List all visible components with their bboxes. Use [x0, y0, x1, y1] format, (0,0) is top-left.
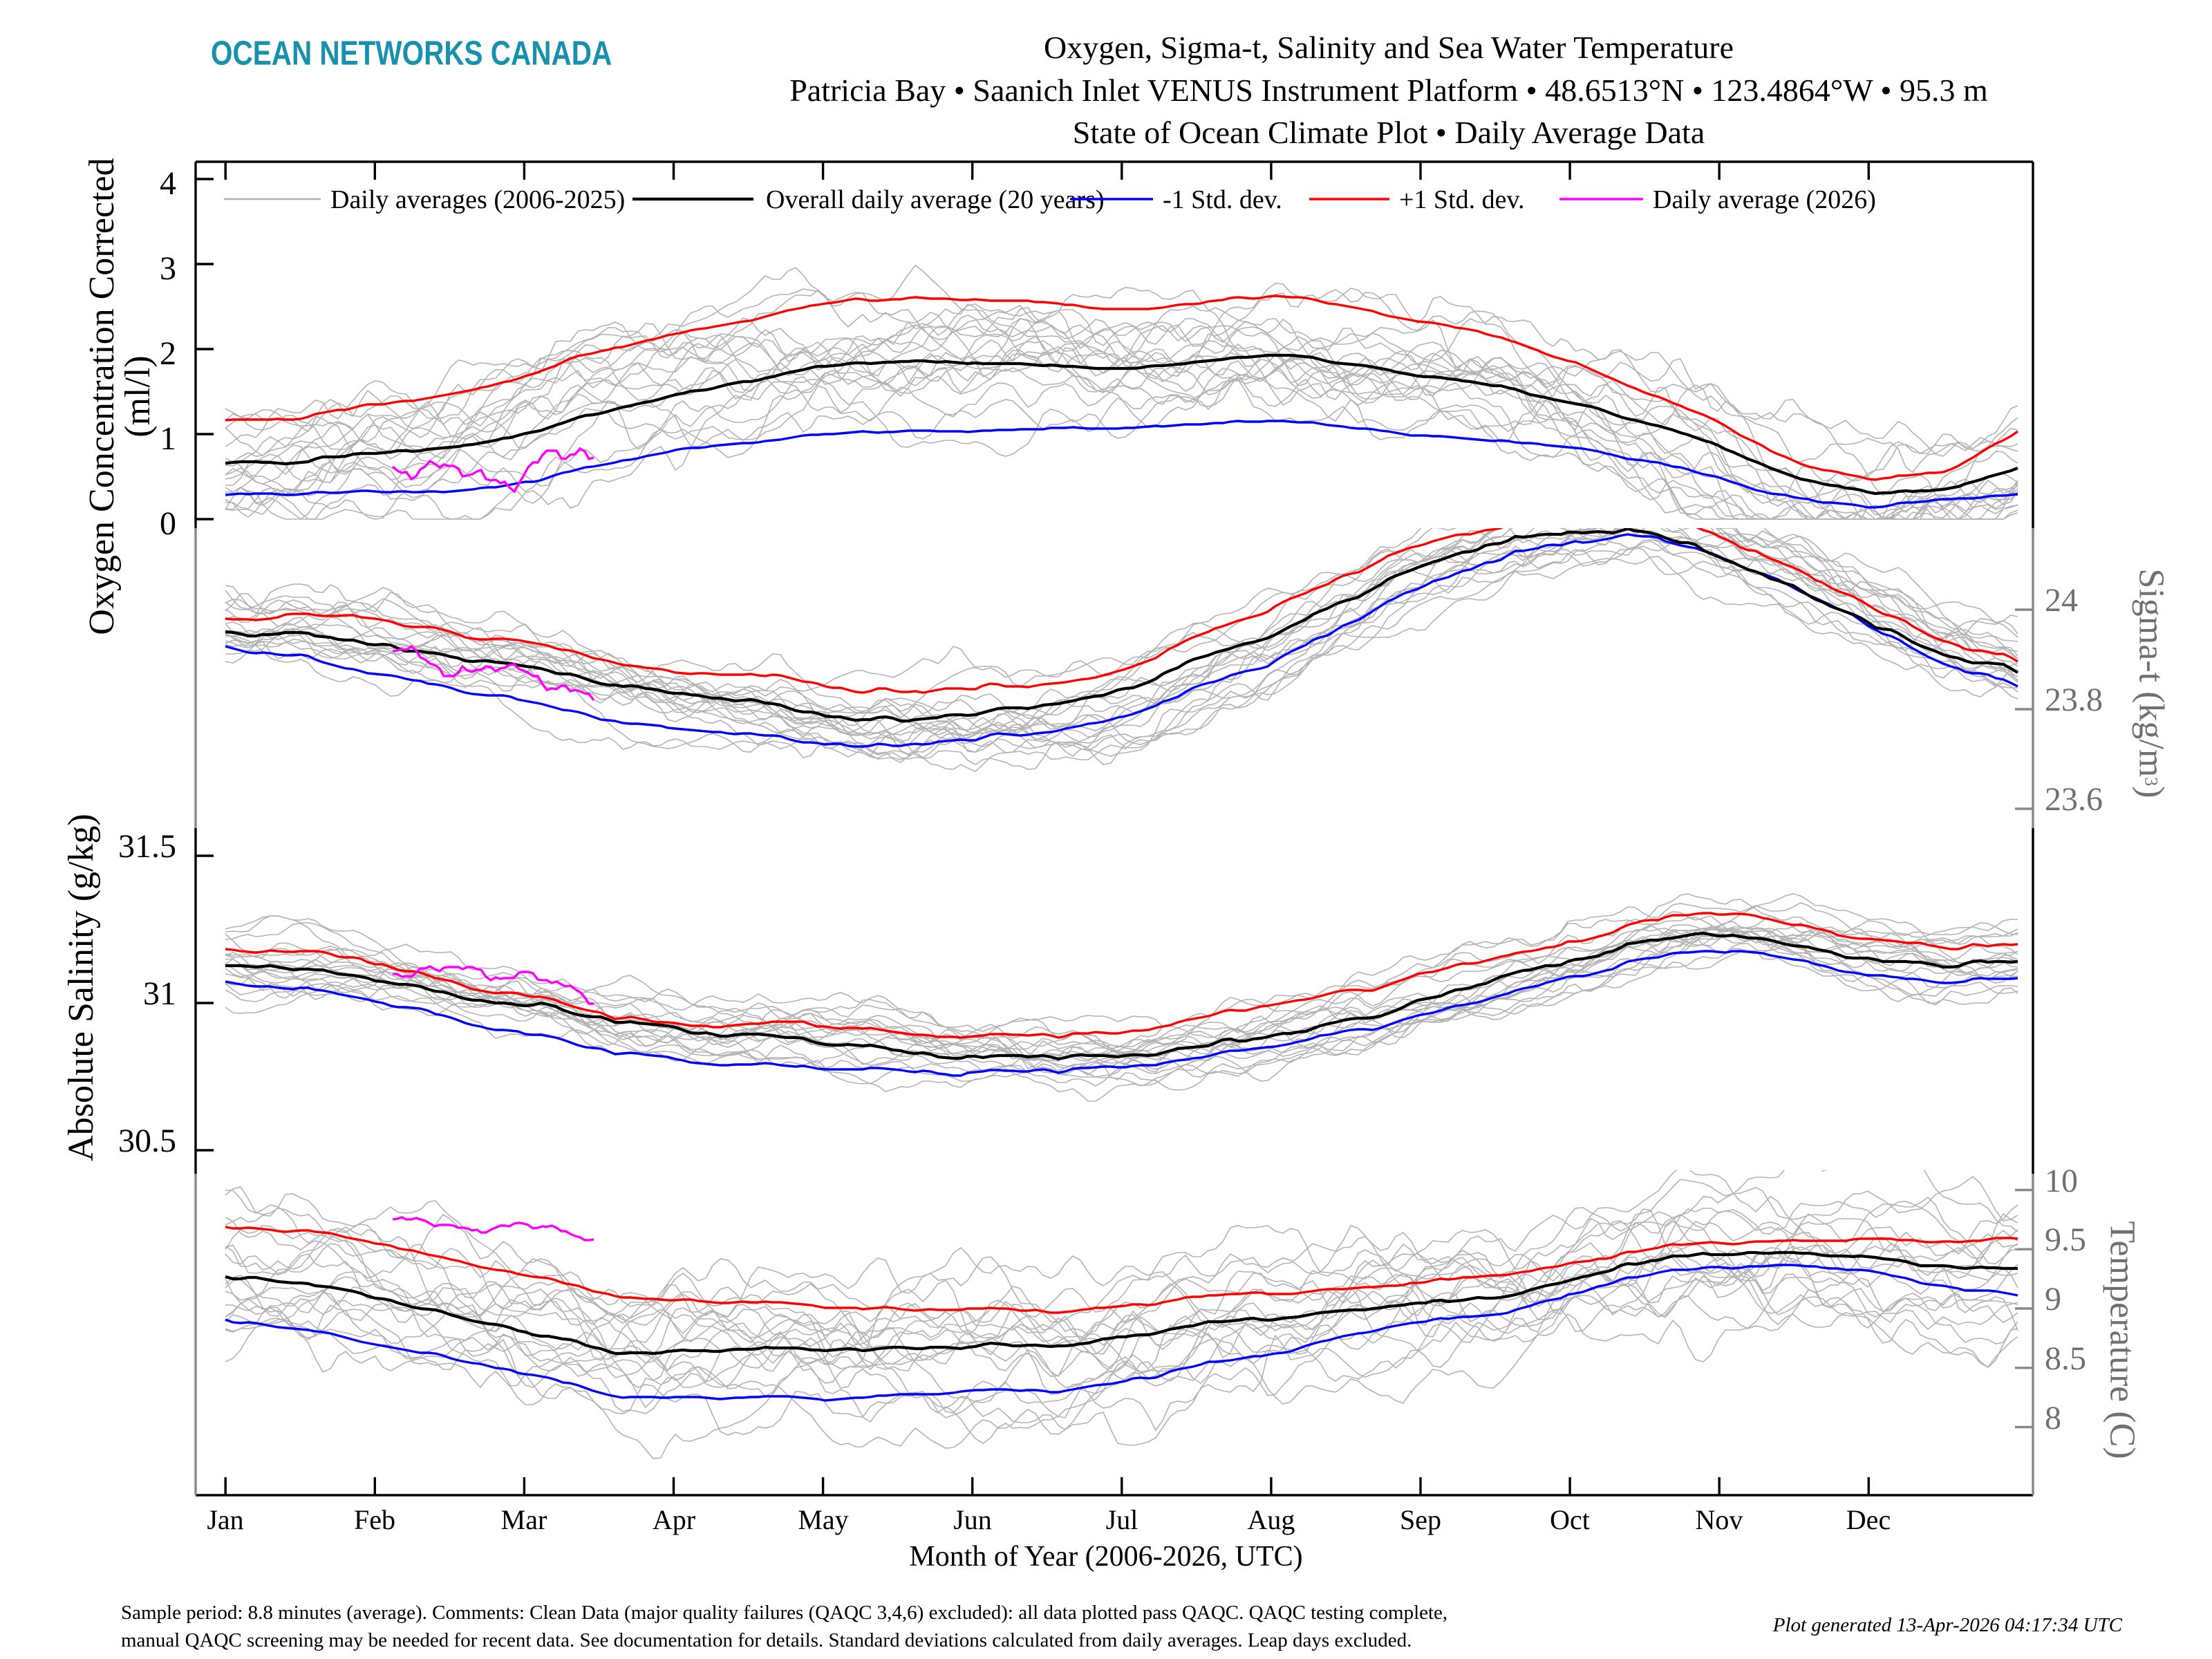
svg-text:-1 Std. dev.: -1 Std. dev.: [1163, 185, 1282, 214]
svg-text:Overall daily average (20 year: Overall daily average (20 years): [766, 185, 1105, 214]
svg-text:Daily averages (2006-2025): Daily averages (2006-2025): [330, 185, 625, 214]
svg-text:Daily average (2026): Daily average (2026): [1653, 185, 1876, 214]
svg-text:+1 Std. dev.: +1 Std. dev.: [1399, 185, 1525, 214]
